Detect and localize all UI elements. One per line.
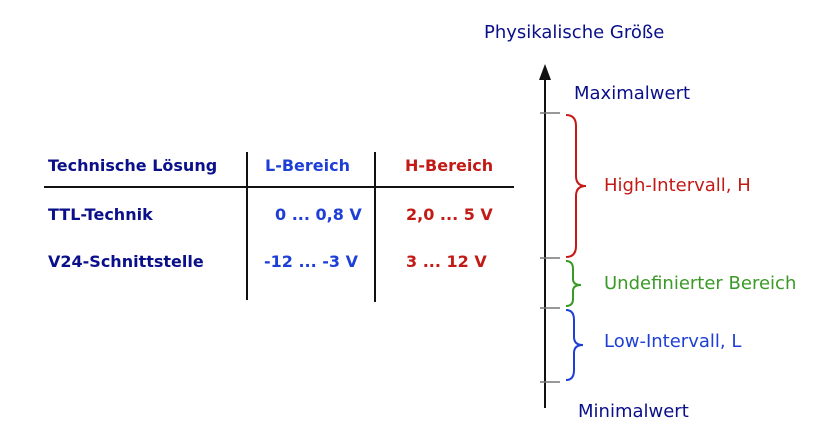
axis-arrowhead-icon xyxy=(539,64,551,80)
low-interval-label: Low-Intervall, L xyxy=(604,331,742,352)
row-v24-low: -12 ... -3 V xyxy=(264,252,359,271)
column-divider-1 xyxy=(246,152,248,300)
max-label: Maximalwert xyxy=(574,83,691,104)
row-v24-high: 3 ... 12 V xyxy=(406,252,487,271)
column-divider-2 xyxy=(374,152,376,302)
header-l-range: L-Bereich xyxy=(265,156,350,175)
undefined-range-label: Undefinierter Bereich xyxy=(604,273,797,294)
row-v24-name: V24-Schnittstelle xyxy=(48,252,204,271)
row-ttl-high: 2,0 ... 5 V xyxy=(406,205,493,224)
header-h-range: H-Bereich xyxy=(405,156,494,175)
header-divider xyxy=(44,186,514,188)
axis-title: Physikalische Größe xyxy=(484,22,665,43)
undefined-range-brace xyxy=(565,260,582,307)
row-ttl-low: 0 ... 0,8 V xyxy=(275,205,362,224)
header-technical-solution: Technische Lösung xyxy=(48,156,218,175)
min-label: Minimalwert xyxy=(578,401,689,422)
row-ttl-name: TTL-Technik xyxy=(48,205,153,224)
high-interval-brace xyxy=(565,114,587,258)
low-interval-brace xyxy=(565,309,584,381)
high-interval-label: High-Intervall, H xyxy=(604,175,751,196)
